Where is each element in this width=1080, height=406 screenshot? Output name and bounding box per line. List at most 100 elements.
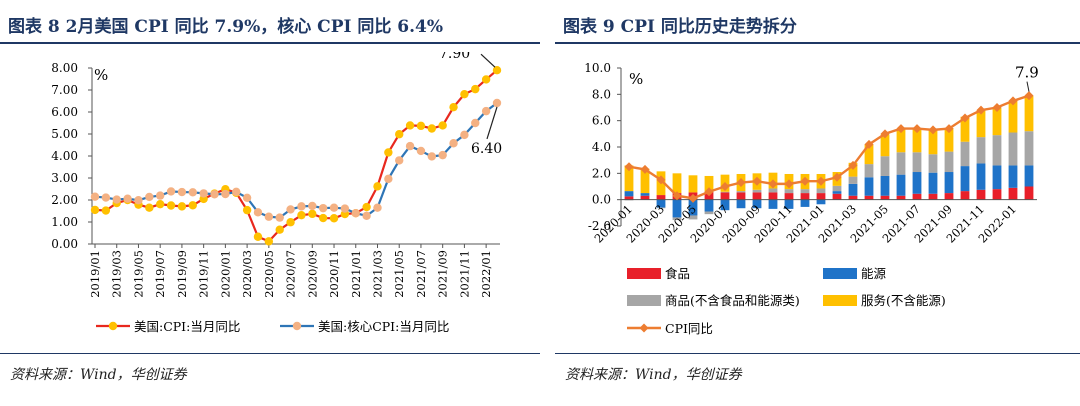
core-goods-bar	[768, 188, 778, 193]
core-cpi-point	[416, 146, 426, 156]
food-bar	[944, 193, 954, 200]
x-tick-label: 2021/11	[457, 250, 471, 298]
cpi-point	[427, 124, 437, 133]
core-cpi-point	[188, 188, 197, 197]
services-bar	[992, 107, 1002, 136]
core-goods-bar	[720, 191, 730, 193]
x-tick-label: 2021/09	[436, 250, 450, 298]
x-tick-label: 2020/05	[262, 250, 276, 298]
y-tick-label: 0.00	[51, 237, 78, 251]
core-goods-bar	[656, 207, 666, 209]
cpi-yoy-point	[704, 187, 714, 197]
legend-energy-swatch	[823, 268, 857, 279]
core-cpi-point	[405, 141, 415, 151]
core-cpi-point	[232, 187, 241, 197]
cpi-point	[297, 210, 306, 220]
food-bar	[992, 189, 1002, 200]
food-bar	[848, 195, 858, 200]
cpi-point	[395, 130, 404, 139]
y-tick-label: 7.00	[51, 83, 78, 97]
cpi-yoy-point	[640, 164, 650, 174]
left-figure-title: 图表 8 2月美国 CPI 同比 7.9%，核心 CPI 同比 6.4%	[8, 17, 443, 37]
cpi-yoy-point	[944, 124, 954, 134]
cpi-yoy-point	[976, 105, 986, 115]
core-goods-bar	[704, 211, 714, 215]
cpi-point	[275, 225, 284, 234]
core-goods-bar	[944, 151, 954, 173]
food-bar	[960, 191, 970, 200]
core-goods-bar	[848, 176, 858, 184]
source-divider	[0, 353, 540, 354]
right-figure-title: 图表 9 CPI 同比历史走势拆分	[563, 17, 797, 37]
core-cpi-point	[242, 193, 252, 202]
core-cpi-point	[329, 203, 339, 212]
cpi-line-chart: 0.00 1.00 2.00 3.00 4.00 5.00 6.00 7.00 8.00 % 201…	[51, 52, 502, 334]
y-unit-label: %	[94, 66, 108, 84]
core-goods-bar	[960, 141, 970, 167]
food-bar	[1008, 187, 1018, 200]
food-bar	[720, 192, 730, 200]
services-bar	[928, 130, 938, 155]
core-cpi-point	[134, 196, 143, 205]
energy-bar	[992, 165, 1002, 190]
x-tick-label: 2021/01	[349, 250, 363, 298]
food-bar	[752, 192, 762, 200]
core-cpi-point	[145, 192, 154, 202]
core-cpi-point	[199, 189, 208, 198]
energy-bar	[816, 199, 826, 205]
title-divider	[0, 42, 540, 44]
cpi-yoy-point	[816, 176, 826, 186]
cpi-yoy-point	[784, 179, 794, 189]
energy-bar	[800, 199, 810, 207]
x-tick-label: 2020/03	[240, 250, 254, 298]
core-cpi-point	[481, 106, 491, 116]
cpi-yoy-point	[864, 139, 874, 149]
services-bar	[960, 116, 970, 142]
cpi-annotation: 7.90	[439, 52, 470, 62]
food-bar	[896, 195, 906, 200]
cpi-yoy-point	[880, 129, 890, 139]
energy-bar	[912, 172, 922, 194]
core-cpi-point	[275, 213, 284, 222]
food-bar	[768, 192, 778, 200]
cpi-yoy-point	[720, 182, 730, 191]
y-tick-label: 4.0	[592, 140, 611, 154]
core-goods-bar	[880, 156, 890, 176]
energy-bar	[896, 174, 906, 196]
y-tick-label: 4.00	[51, 149, 78, 163]
energy-bar	[768, 199, 778, 209]
cpi-point	[308, 209, 317, 219]
energy-bar	[624, 191, 634, 197]
food-bar	[912, 193, 922, 200]
cpi-point	[90, 205, 100, 215]
services-bar	[896, 128, 906, 153]
food-bar	[624, 196, 634, 200]
cpi-point	[177, 202, 187, 211]
y-tick-label: 2.0	[592, 166, 611, 180]
services-bar	[672, 173, 682, 194]
core-cpi-point	[492, 98, 502, 108]
core-cpi-point	[221, 189, 230, 199]
x-tick-label: 2021/05	[392, 250, 406, 298]
food-bar	[736, 192, 746, 200]
cpi-point	[166, 201, 176, 210]
food-bar	[816, 193, 826, 200]
core-goods-bar	[672, 217, 682, 221]
energy-bar	[976, 163, 986, 190]
y-tick-label: 1.00	[51, 215, 78, 229]
core-cpi-point	[177, 187, 187, 197]
energy-bar	[704, 199, 714, 212]
y-tick-label: 6.00	[51, 105, 78, 119]
core-goods-bar	[864, 164, 874, 178]
core-goods-bar	[752, 189, 762, 193]
source-divider	[555, 353, 1080, 354]
legend-cpi-yoy-marker	[639, 323, 649, 333]
x-tick-label: 2020/07	[284, 250, 298, 298]
core-cpi-point	[112, 195, 121, 204]
y-tick-label: -2.0	[588, 219, 611, 233]
x-tick-label: 2019/07	[153, 250, 167, 298]
cpi-yoy-point	[1024, 91, 1034, 101]
legend-food-swatch	[627, 268, 661, 279]
services-bar	[704, 175, 714, 192]
core-goods-bar	[832, 185, 842, 192]
